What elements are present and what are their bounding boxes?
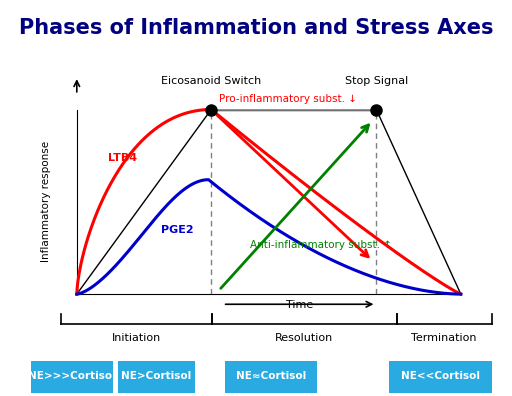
Text: NE<<Cortisol: NE<<Cortisol: [401, 371, 480, 381]
FancyBboxPatch shape: [225, 361, 317, 393]
Text: Time: Time: [286, 300, 313, 310]
Text: PGE2: PGE2: [161, 225, 194, 235]
Text: Termination: Termination: [412, 333, 477, 343]
Text: Stop Signal: Stop Signal: [345, 76, 408, 86]
FancyBboxPatch shape: [389, 361, 492, 393]
Text: Initiation: Initiation: [112, 333, 161, 343]
Text: Eicosanoid Switch: Eicosanoid Switch: [161, 76, 261, 86]
Text: LTB4: LTB4: [108, 153, 137, 163]
Text: NE>>>Cortisol: NE>>>Cortisol: [28, 371, 116, 381]
Text: Phases of Inflammation and Stress Axes: Phases of Inflammation and Stress Axes: [19, 18, 493, 38]
FancyBboxPatch shape: [118, 361, 195, 393]
Text: NE>Cortisol: NE>Cortisol: [121, 371, 191, 381]
Text: Anti-inflammatory subst. ↑: Anti-inflammatory subst. ↑: [249, 240, 392, 250]
Text: NE≈Cortisol: NE≈Cortisol: [236, 371, 307, 381]
Text: Inflammatory response: Inflammatory response: [41, 141, 51, 263]
Text: Pro-inflammatory subst. ↓: Pro-inflammatory subst. ↓: [219, 94, 357, 104]
Text: Resolution: Resolution: [275, 333, 333, 343]
FancyBboxPatch shape: [31, 361, 113, 393]
